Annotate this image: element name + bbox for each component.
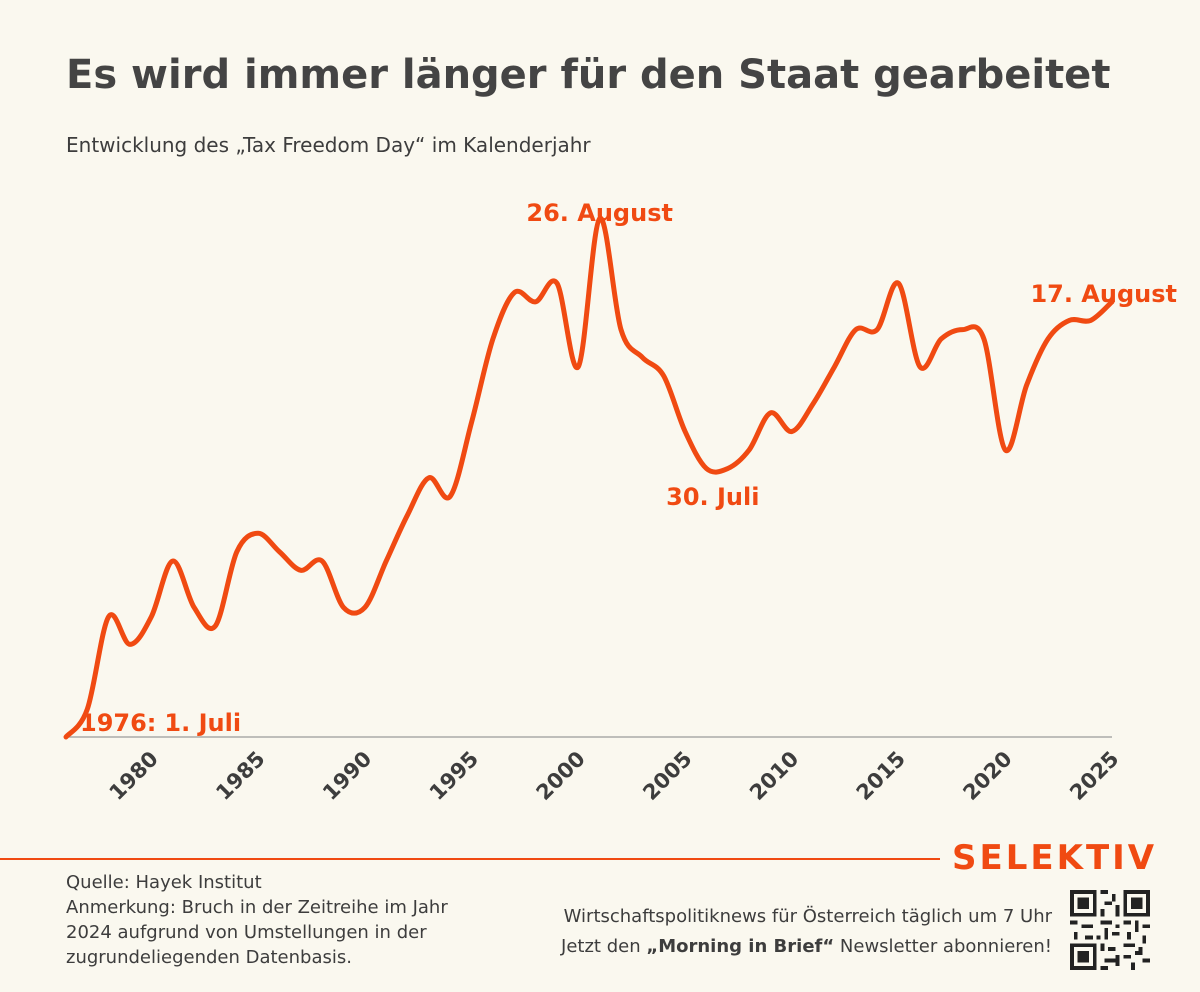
data-point-1988 — [319, 558, 325, 564]
promo-line-2: Jetzt den „Morning in Brief“ Newsletter … — [561, 932, 1052, 962]
page-subtitle: Entwicklung des „Tax Freedom Day“ im Kal… — [66, 133, 591, 157]
x-tick-label-2025: 2025 — [1065, 747, 1123, 805]
page-title: Es wird immer länger für den Staat gearb… — [66, 52, 1111, 98]
data-point-2010 — [789, 428, 795, 434]
x-tick-label-2005: 2005 — [638, 747, 696, 805]
data-point-1984 — [234, 549, 240, 555]
x-tick-label-1985: 1985 — [211, 747, 269, 805]
x-tick-label-1980: 1980 — [105, 747, 163, 805]
data-point-2021 — [1024, 382, 1030, 388]
annotation-start-year: 1976: — [80, 709, 156, 737]
annotations: 1976: 1. Juli 26. August 30. Juli 17. August — [80, 199, 1177, 737]
promo-line-1: Wirtschaftspolitiknews für Österreich tä… — [563, 906, 1052, 927]
annotation-peak: 26. August — [526, 199, 673, 227]
data-point-1998 — [533, 299, 539, 305]
tax-freedom-day-line-chart: 1980 1985 1990 1995 2000 2005 2010 2015 2020 2025… — [63, 199, 1177, 805]
x-tick-label-2015: 2015 — [852, 747, 910, 805]
data-point-2000 — [575, 364, 581, 370]
x-tick-labels: 1980 1985 1990 1995 2000 2005 2010 2015 2020 2025 — [105, 747, 1124, 805]
qr-code-icon[interactable] — [1070, 890, 1150, 970]
data-point-1987 — [298, 567, 304, 573]
data-point-1990 — [362, 604, 368, 610]
x-tick-label-2010: 2010 — [745, 747, 803, 805]
data-point-1978 — [106, 614, 112, 620]
series-line — [63, 215, 1115, 740]
data-point-2018 — [960, 327, 966, 333]
data-point-2017 — [938, 336, 944, 342]
data-point-2011 — [810, 401, 816, 407]
data-point-1981 — [170, 558, 176, 564]
data-point-1994 — [447, 493, 453, 499]
data-point-2002 — [618, 327, 624, 333]
data-point-2005 — [682, 428, 688, 434]
promo-post: Newsletter abonnieren! — [834, 936, 1052, 957]
data-point-1993 — [426, 475, 432, 481]
data-point-1989 — [341, 604, 347, 610]
data-point-1997 — [511, 290, 517, 296]
x-tick-label-2020: 2020 — [958, 747, 1016, 805]
data-point-1982 — [191, 604, 197, 610]
annotation-low: 30. Juli — [666, 483, 759, 511]
data-point-1985 — [255, 530, 261, 536]
data-point-2006 — [703, 466, 709, 472]
source-text: Quelle: Hayek Institut — [66, 872, 262, 893]
data-point-2020 — [1002, 447, 1008, 453]
data-point-1983 — [212, 623, 218, 629]
data-point-1980 — [148, 614, 154, 620]
data-point-2008 — [746, 447, 752, 453]
data-point-1992 — [405, 512, 411, 518]
source-note: Quelle: Hayek Institut Anmerkung: Bruch … — [66, 870, 486, 970]
newsletter-promo: Wirtschaftspolitiknews für Österreich tä… — [561, 902, 1052, 962]
data-point-1999 — [554, 280, 560, 286]
data-point-1991 — [383, 558, 389, 564]
x-tick-label-1990: 1990 — [318, 747, 376, 805]
data-point-2023 — [1066, 317, 1072, 323]
data-point-1996 — [490, 336, 496, 342]
annotation-start-date: 1. Juli — [164, 709, 241, 737]
brand-logo: SELEKTIV — [952, 838, 1158, 878]
footer-divider — [0, 858, 940, 860]
data-point-2004 — [661, 373, 667, 379]
data-point-2013 — [853, 327, 859, 333]
x-tick-label-2000: 2000 — [532, 747, 590, 805]
promo-pre: Jetzt den — [561, 936, 647, 957]
data-point-1995 — [469, 419, 475, 425]
data-point-2003 — [639, 354, 645, 360]
data-point-1986 — [276, 549, 282, 555]
x-tick-label-1995: 1995 — [425, 747, 483, 805]
data-point-2015 — [896, 280, 902, 286]
data-point-1976 — [63, 734, 69, 740]
data-point-2022 — [1045, 336, 1051, 342]
data-point-2014 — [874, 327, 880, 333]
data-point-2007 — [725, 466, 731, 472]
data-point-1979 — [127, 641, 133, 647]
data-point-2016 — [917, 364, 923, 370]
data-point-2009 — [767, 410, 773, 416]
data-point-2024 — [1088, 317, 1094, 323]
data-point-2019 — [981, 336, 987, 342]
annotation-end: 17. August — [1030, 280, 1177, 308]
promo-newsletter-name: „Morning in Brief“ — [646, 936, 835, 957]
remark-text: Anmerkung: Bruch in der Zeitreihe im Jah… — [66, 897, 448, 968]
data-point-2012 — [831, 364, 837, 370]
